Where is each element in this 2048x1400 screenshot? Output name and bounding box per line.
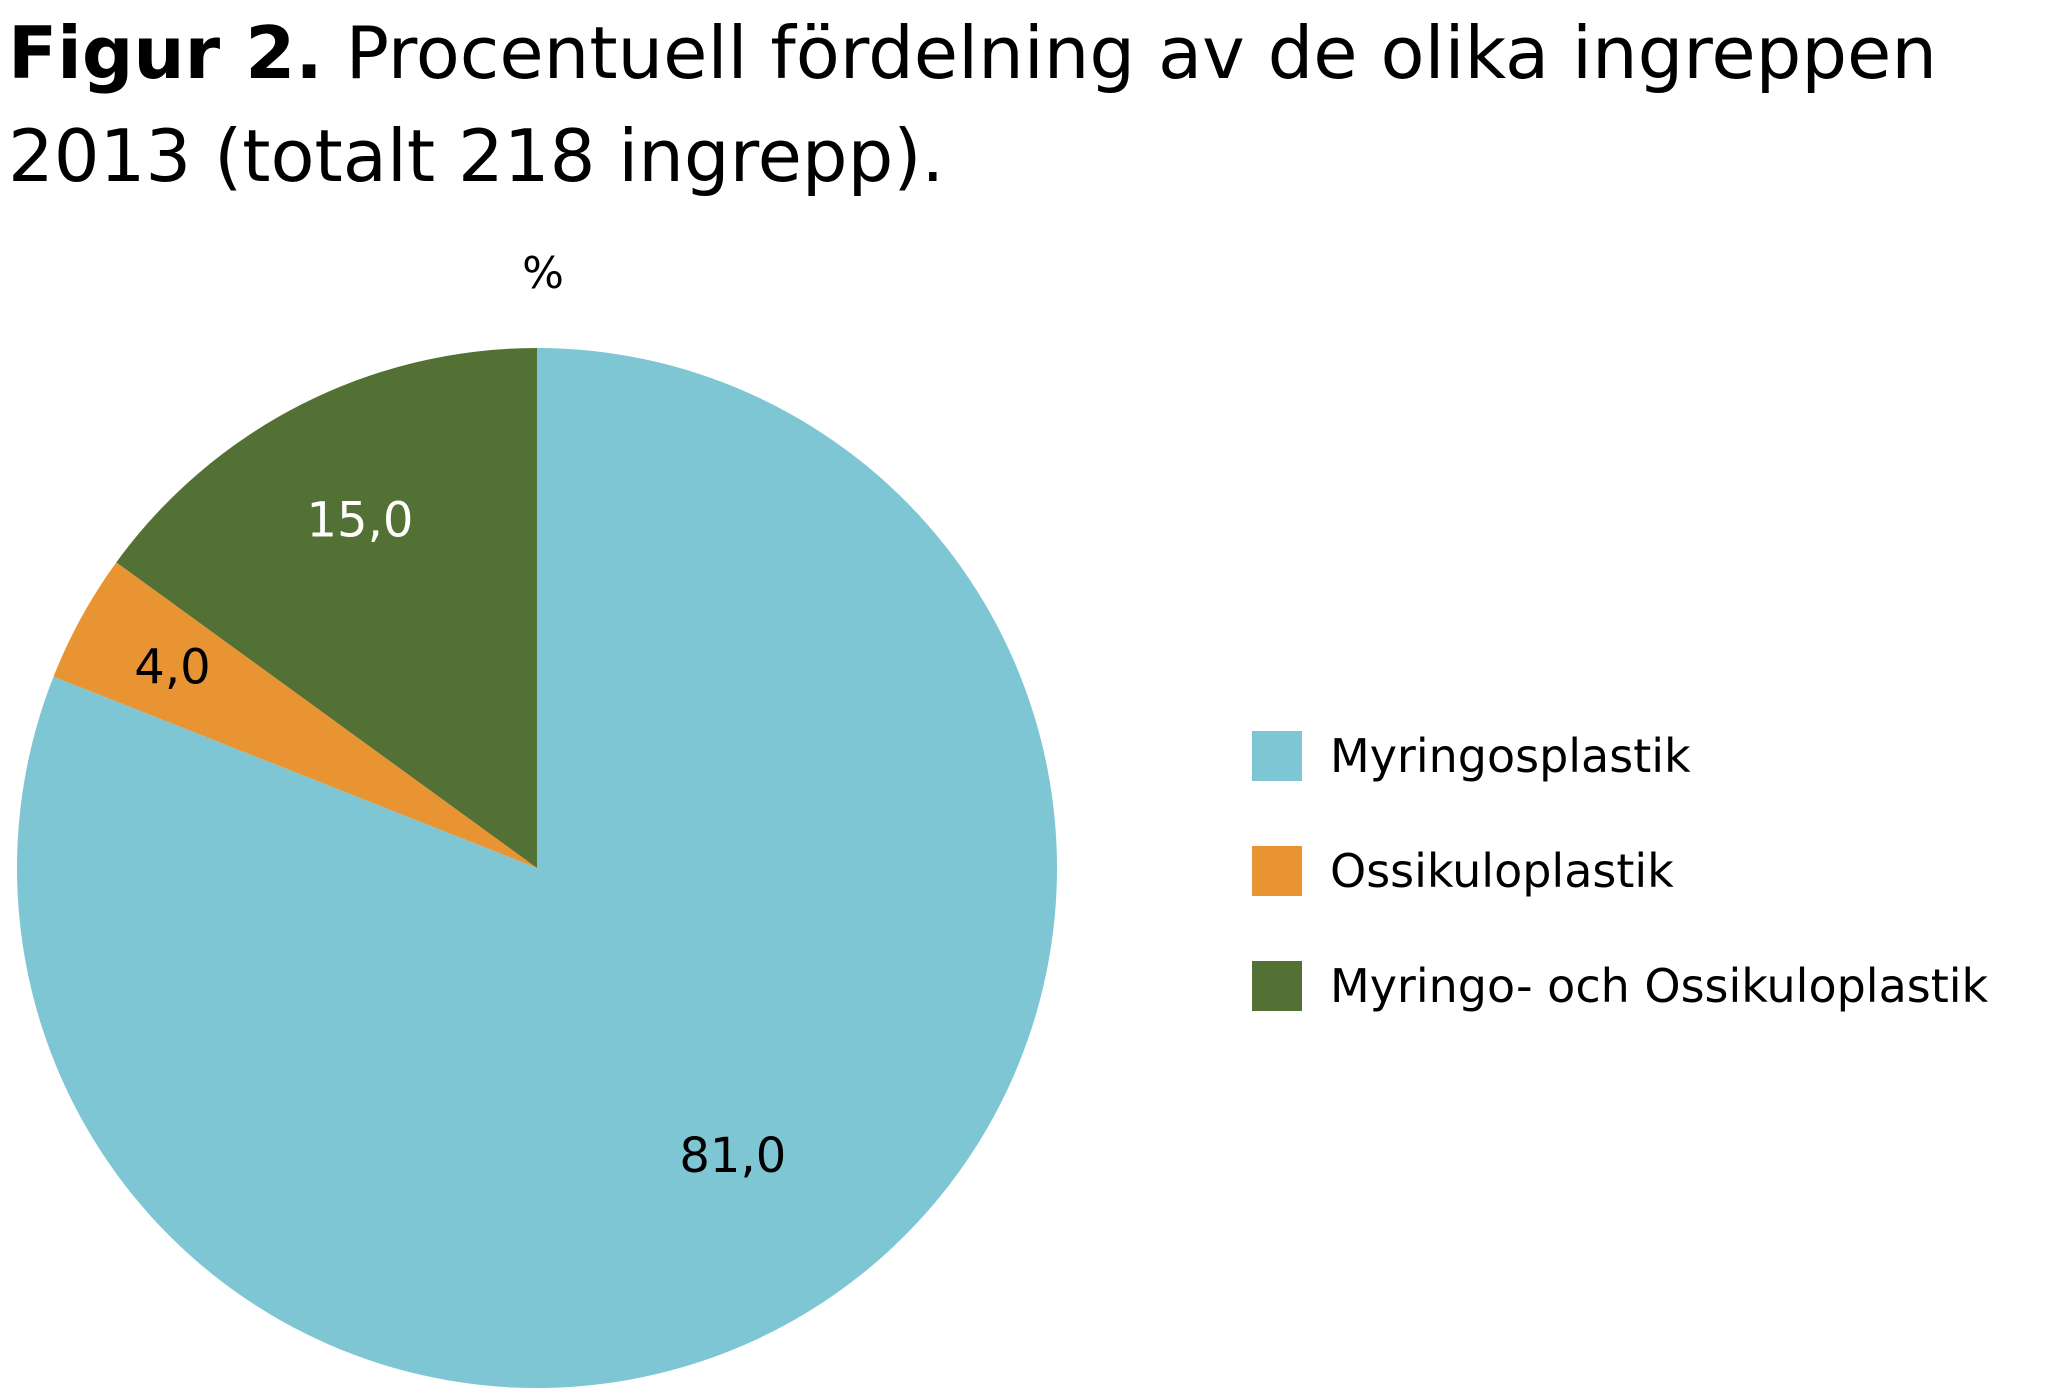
pie-labels: 81,0 4,0 15,0 bbox=[134, 493, 786, 1185]
pie-slice-myringo-och-ossikuloplastik bbox=[116, 348, 538, 868]
pie-slices bbox=[16, 348, 1057, 1388]
pie-slice-ossikuloplastik bbox=[53, 562, 537, 868]
legend-swatch bbox=[1252, 845, 1302, 896]
legend-item-ossikuloplastik: Ossikuloplastik bbox=[1252, 813, 1988, 928]
legend-item-myringo-och-ossikuloplastik: Myringo- och Ossikuloplastik bbox=[1252, 928, 1988, 1043]
legend-item-myringosplastik: Myringosplastik bbox=[1252, 698, 1988, 813]
figure-title: Figur 2. Procentuell fördelning av de ol… bbox=[8, 2, 2008, 208]
slice-value-label-ossikuloplastik: 4,0 bbox=[134, 640, 210, 696]
figure-number: Figur 2. bbox=[8, 11, 323, 95]
slice-value-label-myringosplastik: 81,0 bbox=[679, 1128, 786, 1184]
legend-label: Myringo- och Ossikuloplastik bbox=[1330, 958, 1989, 1013]
legend-swatch bbox=[1252, 730, 1302, 781]
unit-label: % bbox=[522, 248, 564, 299]
slice-value-label-myringo-och-ossikuloplastik: 15,0 bbox=[307, 493, 414, 549]
chart-legend: Myringosplastik Ossikuloplastik Myringo- o… bbox=[1252, 698, 1988, 1043]
legend-swatch bbox=[1252, 960, 1302, 1011]
legend-label: Ossikuloplastik bbox=[1330, 843, 1674, 898]
figure-caption: Procentuell fördelning av de olika ingre… bbox=[8, 11, 1937, 198]
legend-label: Myringosplastik bbox=[1330, 728, 1691, 783]
